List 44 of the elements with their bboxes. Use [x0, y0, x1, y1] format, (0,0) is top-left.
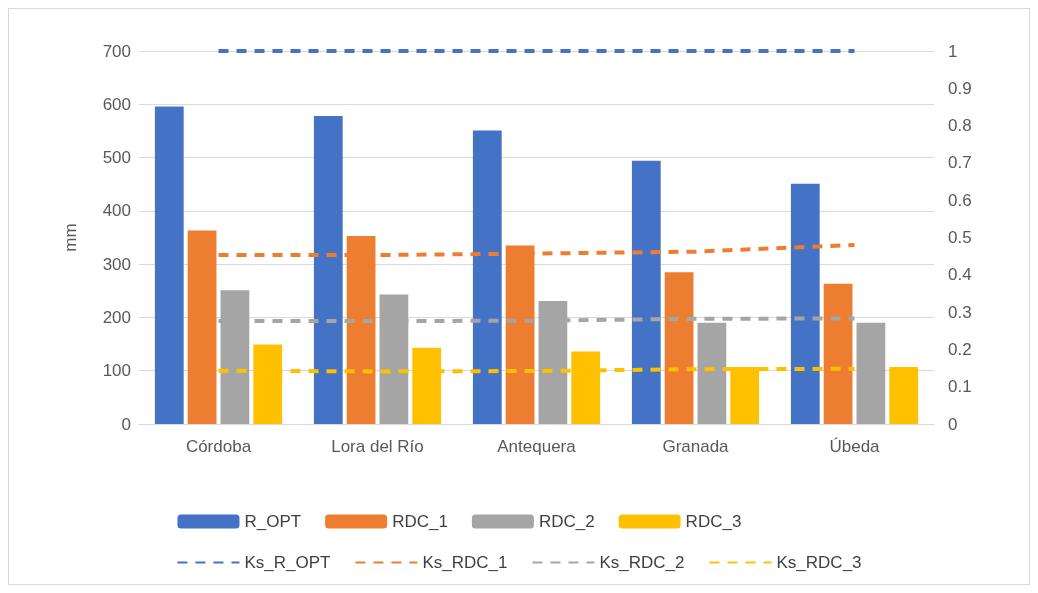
legend-label: Ks_RDC_3 [776, 553, 862, 572]
y2-tick-label: 0 [948, 414, 958, 434]
bar [472, 130, 502, 424]
bar [187, 230, 217, 424]
bar [313, 116, 343, 424]
legend-label: Ks_RDC_2 [599, 553, 685, 572]
legend-label: Ks_R_OPT [244, 553, 331, 572]
y-tick-label: 0 [121, 414, 131, 434]
y2-tick-label: 0.8 [948, 116, 972, 136]
legend-label: R_OPT [244, 512, 302, 531]
x-tick-label: Antequera [497, 437, 577, 456]
legend-label: Ks_RDC_1 [422, 553, 508, 572]
y2-tick-label: 0.6 [948, 190, 972, 210]
y2-tick-label: 1 [948, 41, 958, 61]
y2-tick-label: 0.7 [948, 153, 972, 173]
bar [889, 366, 919, 424]
y-tick-label: 100 [102, 361, 131, 381]
x-tick-label: Úbeda [829, 437, 881, 456]
y-tick-label: 600 [102, 94, 131, 114]
y2-tick-label: 0.3 [948, 302, 972, 322]
y2-tick-label: 0.9 [948, 78, 972, 98]
y2-tick-label: 0.2 [948, 339, 972, 359]
y-tick-label: 500 [102, 148, 131, 168]
y-axis-title: mm [61, 223, 80, 252]
x-tick-label: Granada [662, 437, 730, 456]
x-tick-label: Córdoba [185, 437, 252, 456]
y-tick-label: 400 [102, 201, 131, 221]
y-tick-label: 200 [102, 307, 131, 327]
x-tick-label: Lora del Río [331, 437, 424, 456]
y2-tick-label: 0.5 [948, 228, 972, 247]
legend-label: RDC_2 [538, 512, 595, 531]
y2-tick-label: 0.1 [948, 377, 972, 397]
legend-label: RDC_1 [392, 512, 448, 531]
bar [823, 283, 853, 424]
legend-label: RDC_3 [685, 512, 742, 531]
bar [856, 322, 886, 424]
y-tick-label: 300 [102, 254, 131, 274]
bar [154, 106, 184, 424]
bar [664, 272, 694, 424]
y2-tick-label: 0.4 [948, 265, 972, 285]
y-tick-label: 700 [102, 41, 131, 61]
bar [790, 183, 820, 424]
bar [697, 322, 727, 424]
bar [631, 160, 661, 424]
